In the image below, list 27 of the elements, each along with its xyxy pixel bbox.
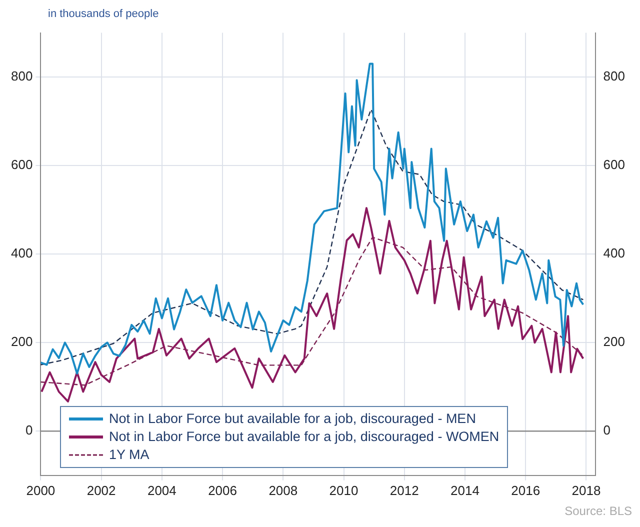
source-note: Source: BLS — [564, 504, 632, 518]
y-tick-label: 600 — [10, 157, 33, 172]
y2-tick-label: 400 — [603, 246, 626, 261]
x-tick-label: 2012 — [390, 482, 419, 498]
y-tick-label: 0 — [25, 422, 33, 438]
y2-tick-label: 200 — [603, 334, 626, 350]
y-tick-label: 200 — [10, 334, 33, 350]
x-tick-label: 2014 — [450, 482, 480, 498]
x-tick-label: 2008 — [268, 482, 298, 498]
x-tick-label: 2002 — [86, 482, 116, 498]
legend-label: 1Y MA — [109, 446, 150, 464]
y-axis-title: in thousands of people — [48, 8, 160, 22]
legend-label: Not in Labor Force but available for a job, discouraged - MEN — [109, 410, 476, 428]
x-tick-label: 2000 — [26, 482, 56, 498]
y2-tick-label: 600 — [603, 157, 626, 172]
y-tick-label: 400 — [10, 246, 33, 261]
line-series — [40, 236, 584, 386]
x-tick-label: 2006 — [208, 482, 237, 498]
y2-tick-label: 800 — [603, 68, 626, 84]
x-tick-label: 2018 — [572, 482, 601, 498]
x-tick-label: 2004 — [147, 482, 176, 498]
x-tick-label: 2010 — [329, 482, 358, 498]
y-tick-label: 800 — [10, 68, 33, 84]
y2-tick-label: 0 — [603, 422, 611, 438]
legend-label: Not in Labor Force but available for a job, discouraged - WOMEN — [109, 428, 500, 446]
x-tick-label: 2016 — [511, 482, 540, 498]
line-series — [40, 108, 584, 366]
